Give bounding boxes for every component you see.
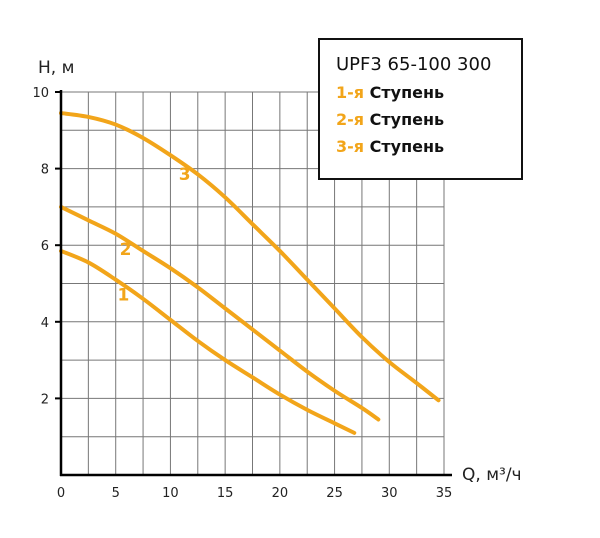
y-tick-label: 10 [32, 86, 49, 101]
curve-label-2: 2 [120, 240, 132, 260]
legend-entry-3-word: Ступень [369, 137, 445, 156]
legend-entry-1-word: Ступень [369, 83, 445, 102]
x-tick-label: 5 [112, 486, 120, 501]
y-tick-label: 4 [41, 316, 49, 331]
curve-label-1: 1 [117, 286, 129, 306]
curve-label-3: 3 [179, 165, 191, 185]
legend: UPF3 65-100 300 1-я Ступень 2-я Ступень … [318, 38, 523, 180]
legend-entry-2: 2-я Ступень [336, 106, 521, 133]
legend-entry-1: 1-я Ступень [336, 79, 521, 106]
curves [59, 111, 441, 435]
x-tick-label: 30 [381, 486, 398, 501]
legend-entry-2-prefix: 2-я [336, 110, 365, 129]
x-tick-label: 35 [436, 486, 453, 501]
y-tick-label: 8 [41, 163, 49, 178]
axes [55, 90, 452, 477]
legend-entry-2-word: Ступень [369, 110, 445, 129]
x-tick-label: 10 [162, 486, 179, 501]
legend-title: UPF3 65-100 300 [336, 54, 492, 75]
x-tick-label: 0 [57, 486, 65, 501]
legend-entry-3: 3-я Ступень [336, 133, 521, 160]
series-curve-3 [59, 111, 441, 403]
series-curve-1 [59, 248, 357, 435]
y-axis-label: H, м [38, 58, 74, 78]
x-tick-label: 15 [217, 486, 234, 501]
y-tick-label: 6 [41, 239, 49, 254]
x-tick-label: 25 [326, 486, 343, 501]
y-tick-label: 2 [41, 392, 49, 407]
series-curve-2 [59, 204, 381, 422]
x-axis-label: Q, м³/ч [462, 465, 522, 485]
tick-labels: 0 5 10 15 20 25 30 35 2 4 6 8 10 [32, 86, 452, 501]
curve-labels: 1 2 3 [117, 165, 190, 306]
legend-entry-3-prefix: 3-я [336, 137, 365, 156]
legend-entry-1-prefix: 1-я [336, 83, 365, 102]
x-tick-label: 20 [272, 486, 289, 501]
